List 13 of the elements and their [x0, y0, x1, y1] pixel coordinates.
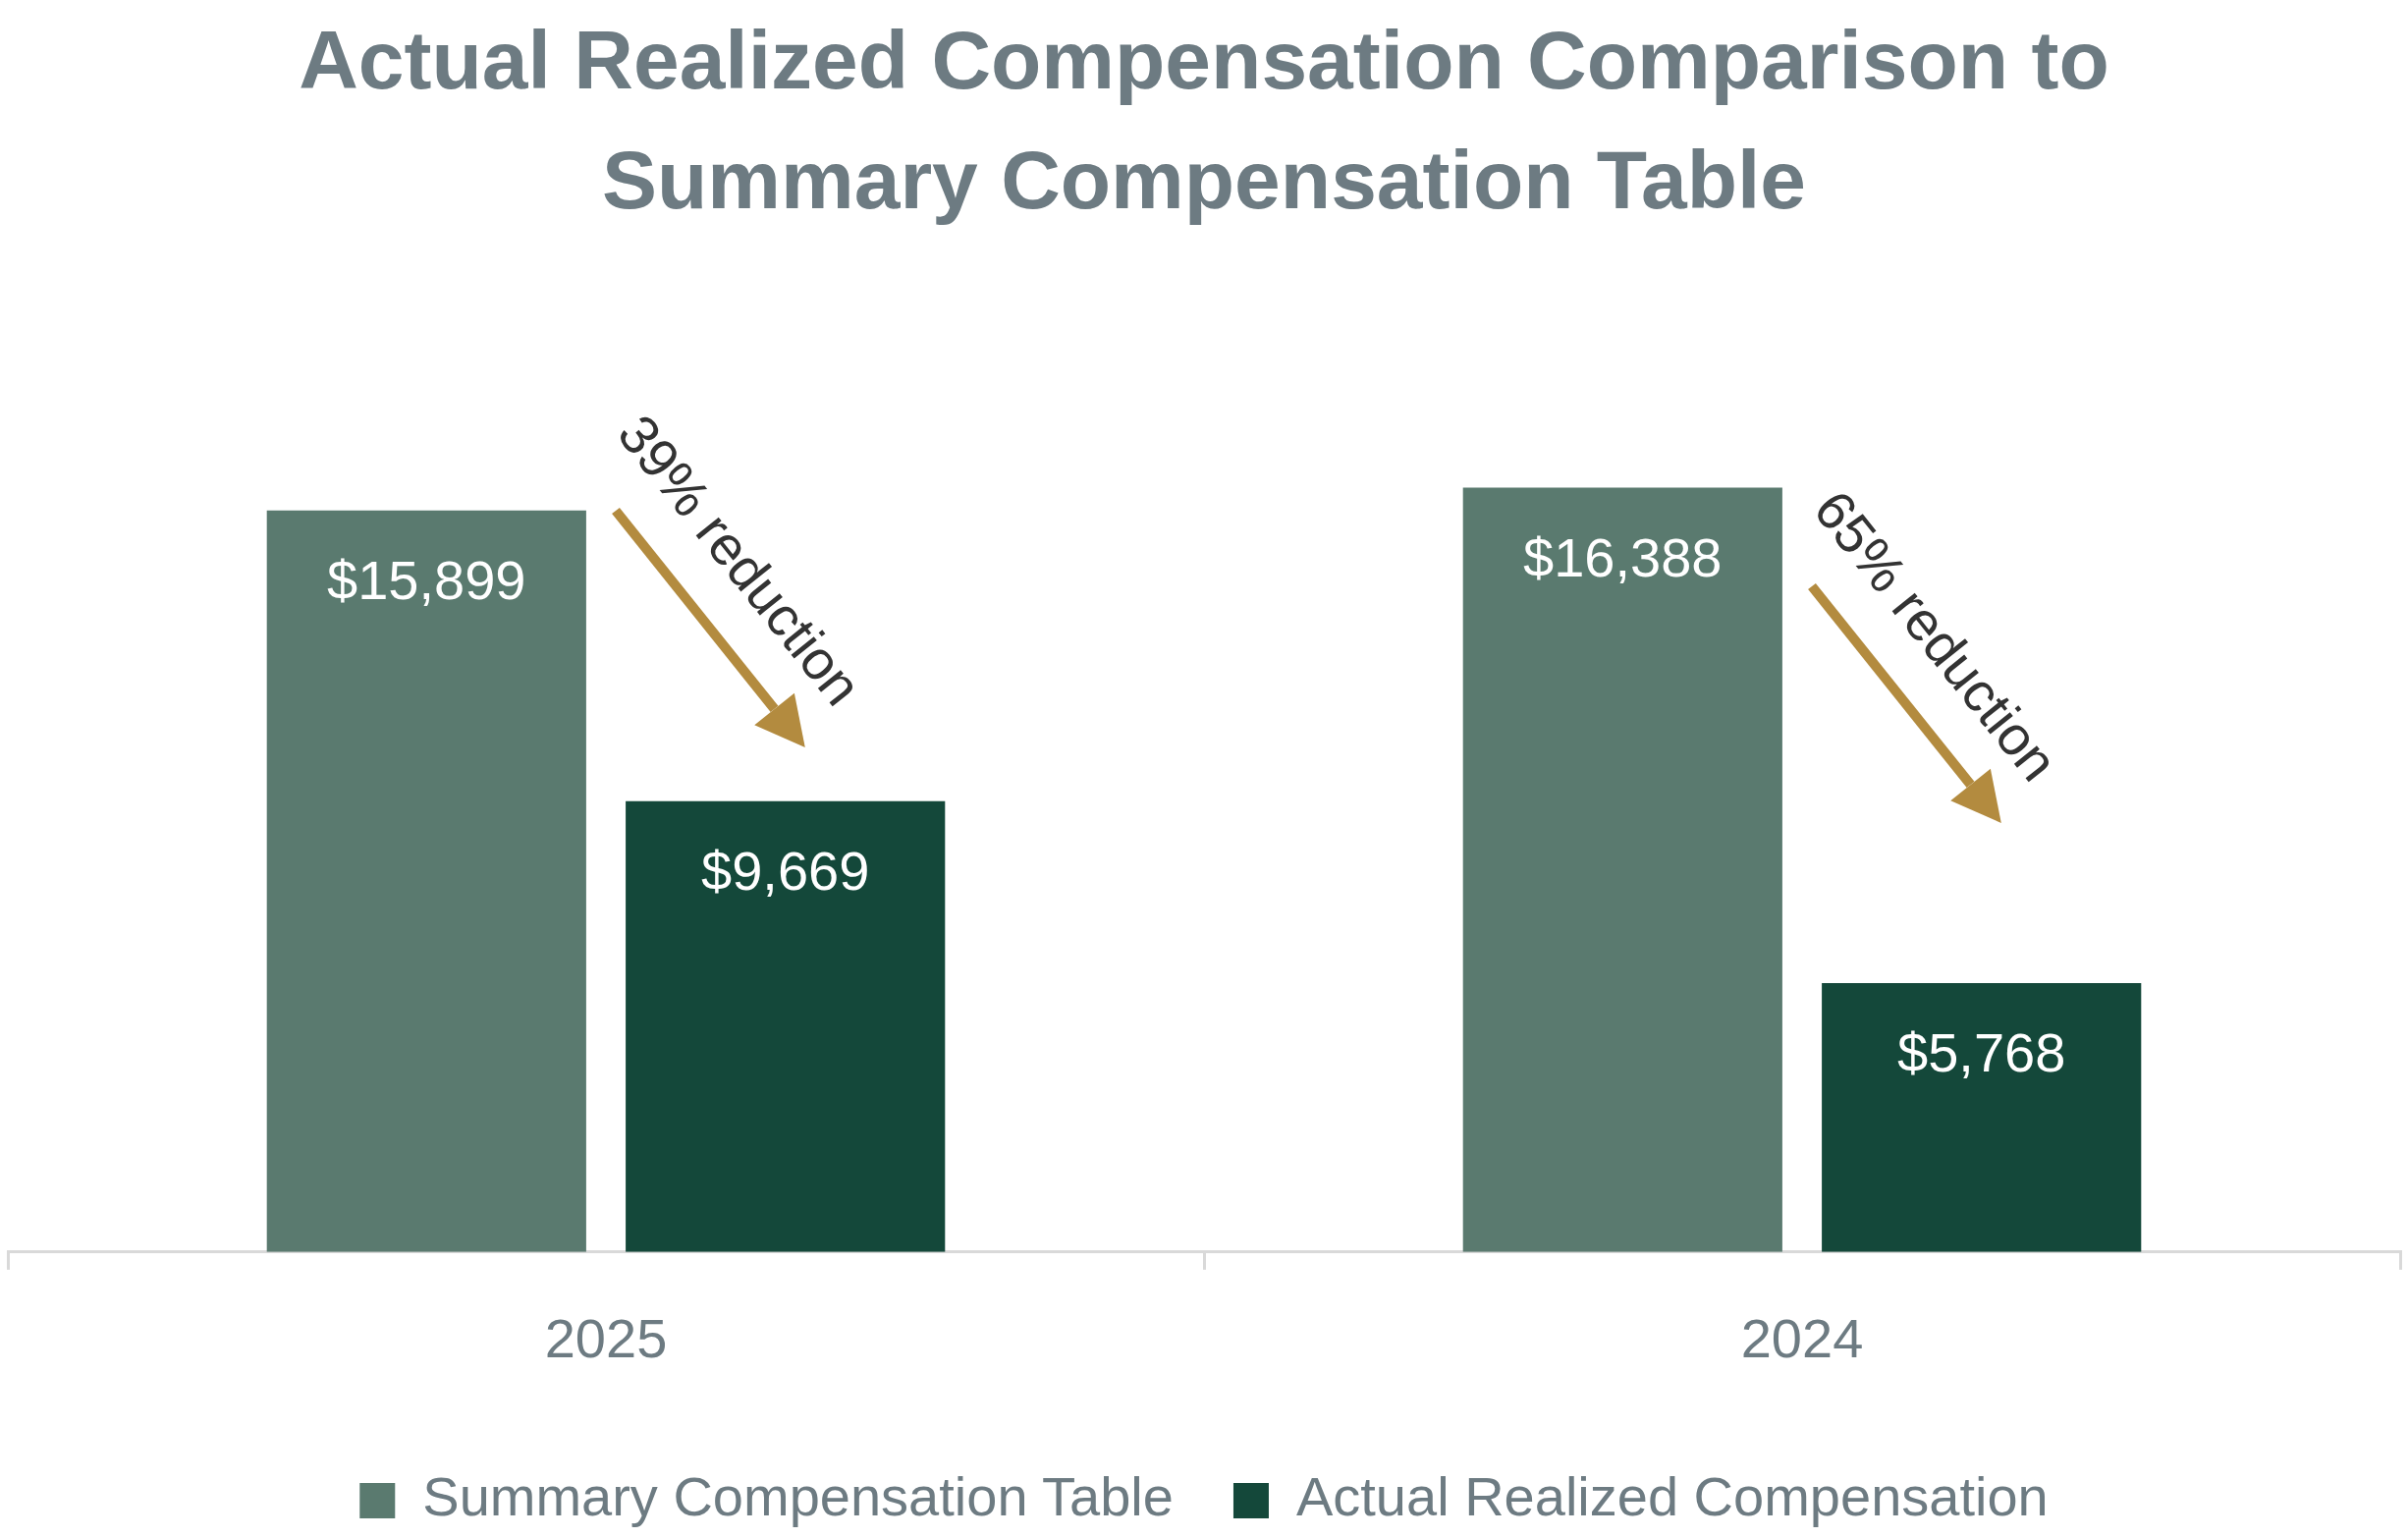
- bar: [1462, 487, 1782, 1252]
- legend-label: Summary Compensation Table: [422, 1465, 1174, 1528]
- data-label: $16,388: [1523, 525, 1723, 588]
- bar: [266, 510, 586, 1252]
- bar: [1822, 982, 2142, 1252]
- x-tick-label: 2025: [544, 1306, 668, 1369]
- legend-label: Actual Realized Compensation: [1295, 1465, 2049, 1528]
- data-label: $15,899: [327, 549, 526, 612]
- data-label: $5,768: [1897, 1021, 2066, 1084]
- bar: [626, 800, 946, 1252]
- data-label: $9,669: [701, 840, 870, 903]
- chart-title: Actual Realized Compensation Comparison to Summary Compensation Table: [298, 13, 2110, 228]
- x-tick-label: 2024: [1740, 1306, 1864, 1369]
